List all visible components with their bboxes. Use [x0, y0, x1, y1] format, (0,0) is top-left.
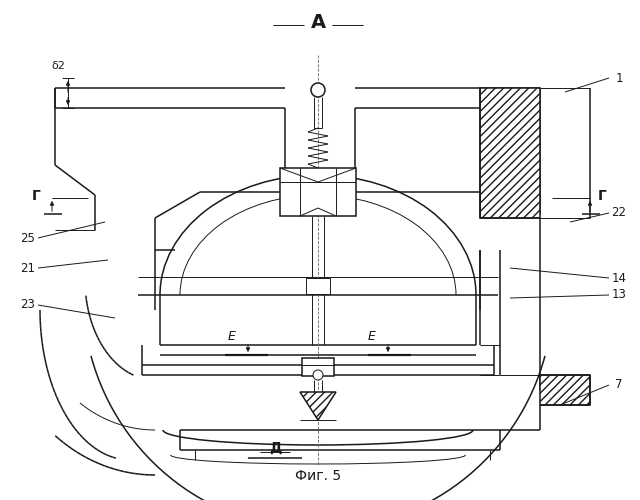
Text: 21: 21 [20, 262, 35, 274]
Text: Е: Е [368, 330, 376, 342]
Text: 25: 25 [20, 232, 35, 244]
Bar [306, 278, 330, 294]
Text: Фиг. 5: Фиг. 5 [295, 469, 341, 483]
Text: 14: 14 [611, 272, 627, 284]
Circle shape [313, 370, 323, 380]
Circle shape [311, 83, 325, 97]
Text: Г: Г [598, 189, 607, 203]
Bar [480, 88, 540, 218]
Text: 1: 1 [615, 72, 623, 85]
Text: Г: Г [31, 189, 40, 203]
Text: 7: 7 [615, 378, 623, 392]
Text: Д: Д [269, 441, 281, 455]
Text: 22: 22 [611, 206, 627, 220]
Bar [540, 375, 590, 405]
Bar [302, 358, 334, 376]
Text: 23: 23 [20, 298, 35, 312]
Text: Е: Е [228, 330, 236, 342]
Bar [280, 168, 356, 216]
Text: А: А [310, 12, 326, 32]
Polygon shape [300, 392, 336, 420]
Text: 13: 13 [612, 288, 627, 302]
Text: δ2: δ2 [51, 61, 65, 71]
